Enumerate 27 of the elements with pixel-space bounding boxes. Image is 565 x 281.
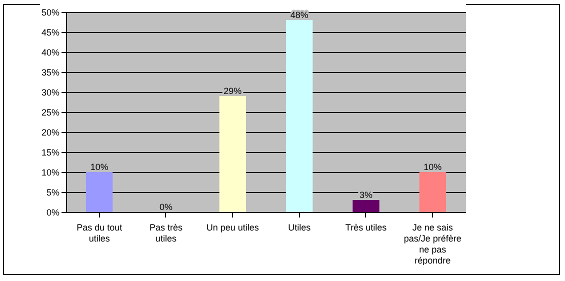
y-tick-label: 45% <box>41 28 60 38</box>
data-label: 0% <box>159 202 173 212</box>
x-tick-label: Très utiles <box>345 222 388 232</box>
y-tick-label: 25% <box>41 108 60 118</box>
bar <box>219 96 246 212</box>
x-tick-label: Un peu utiles <box>206 222 260 232</box>
bar <box>286 20 313 212</box>
x-tick-label: Pas du tout utiles <box>76 222 123 244</box>
bar <box>419 172 446 212</box>
bar <box>352 200 380 212</box>
y-tick-label: 20% <box>41 128 60 138</box>
x-tick-label: Utiles <box>288 222 312 232</box>
y-tick-label: 50% <box>41 8 60 18</box>
y-tick-label: 35% <box>41 68 60 78</box>
y-tick-label: 30% <box>41 88 60 98</box>
bar <box>86 172 113 212</box>
y-tick-label: 5% <box>46 188 60 198</box>
data-label: 48% <box>290 10 308 20</box>
data-label: 3% <box>359 190 373 200</box>
y-tick-label: 15% <box>41 148 60 158</box>
x-tick-label: Je ne sais pas/Je préfère ne pas répondre <box>404 222 462 266</box>
x-tick-label: Pas très utiles <box>149 222 184 244</box>
data-label: 10% <box>90 162 108 172</box>
y-tick-label: 10% <box>41 168 60 178</box>
y-tick-label: 0% <box>46 208 60 218</box>
data-label: 10% <box>424 162 442 172</box>
y-tick-label: 40% <box>41 48 60 58</box>
